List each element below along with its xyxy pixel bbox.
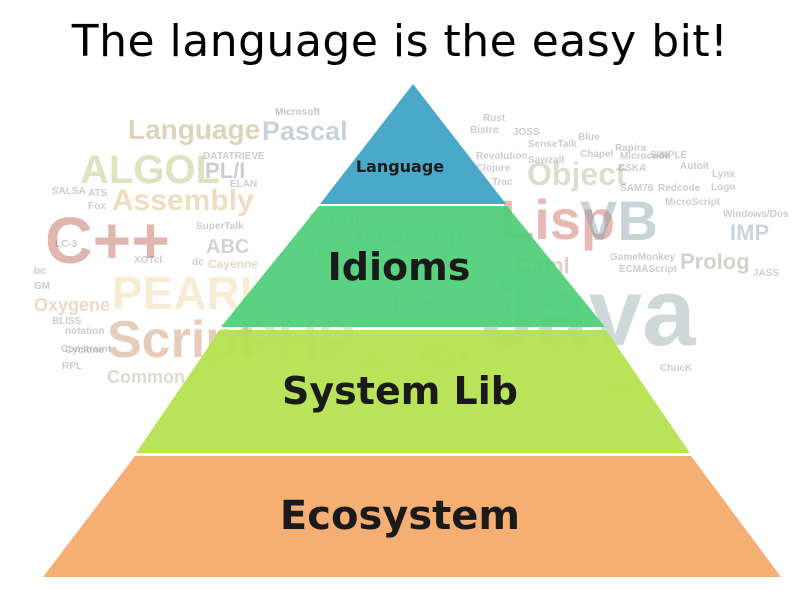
layer-label-system-lib: System Lib [282, 369, 518, 413]
pyramid-layer-system-lib [136, 330, 690, 453]
layer-label-idioms: Idioms [327, 245, 471, 289]
layer-label-language: Language [355, 157, 445, 176]
pyramid-layer-language [320, 84, 506, 204]
pyramid-layer-idioms [221, 206, 605, 327]
layer-label-ecosystem: Ecosystem [279, 493, 521, 539]
page-title: The language is the easy bit! [71, 16, 729, 67]
pyramid-layer-ecosystem [43, 456, 781, 577]
